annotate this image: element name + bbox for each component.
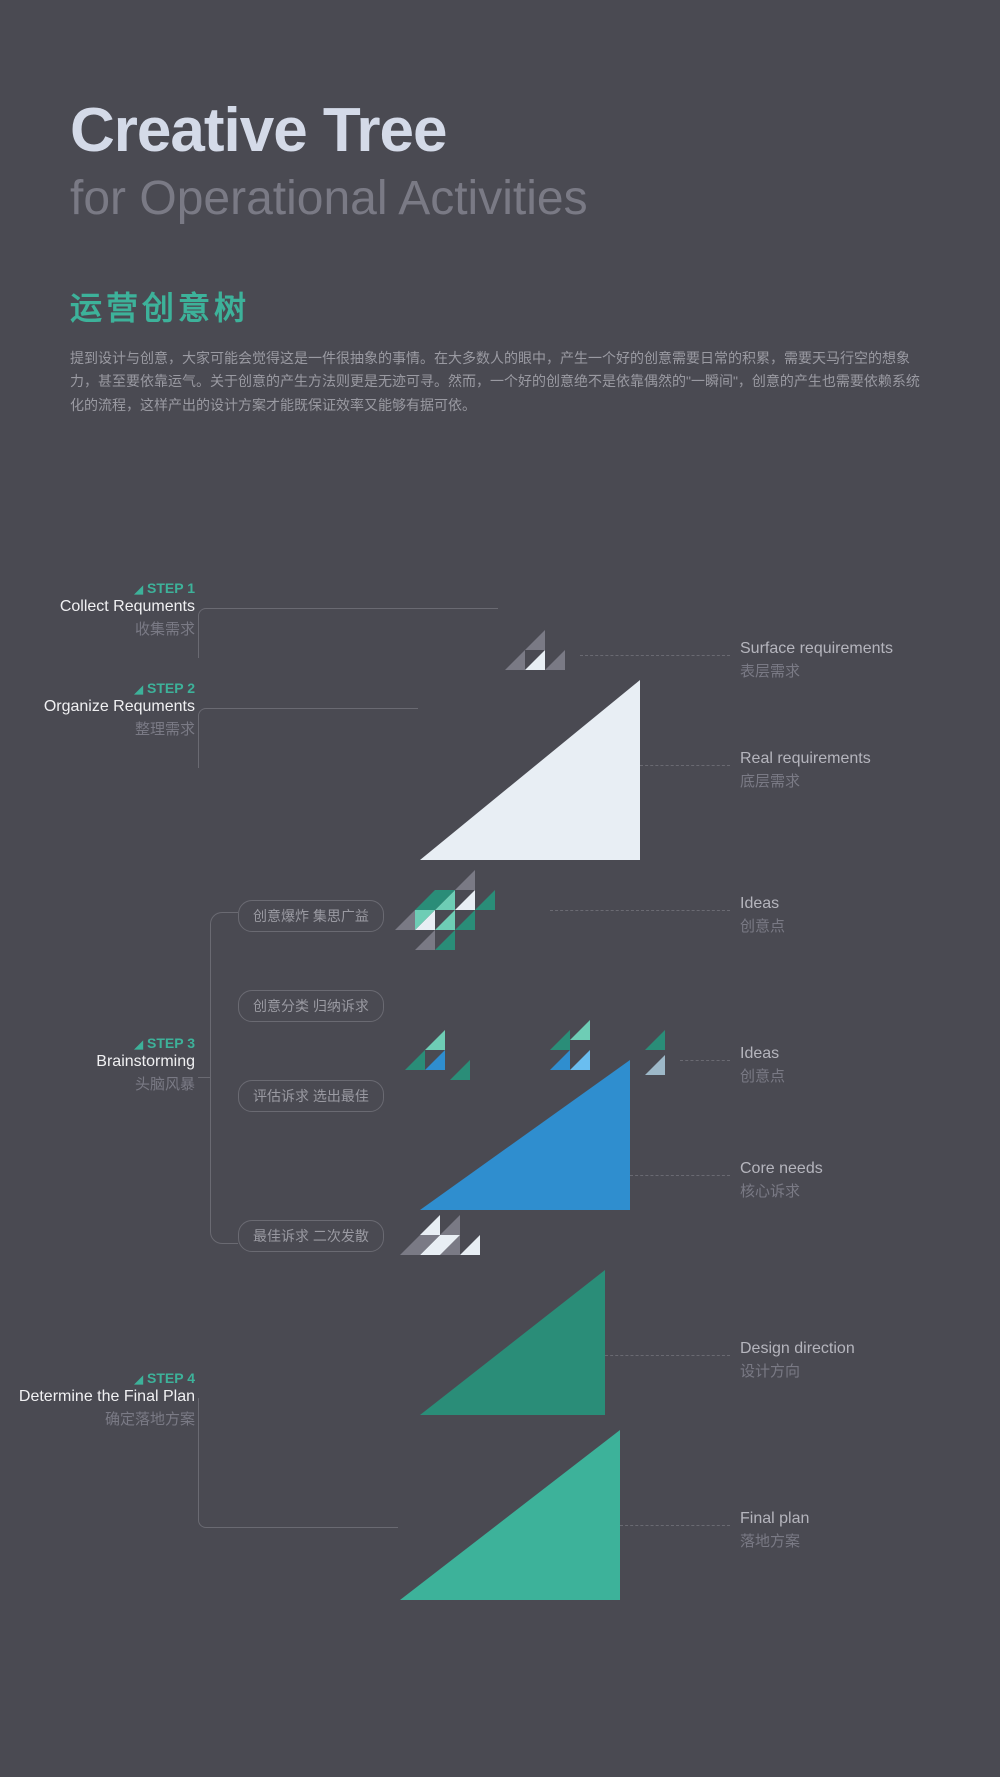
conn-step1 (198, 608, 498, 658)
step-2: STEP 2 Organize Requments 整理需求 (44, 680, 195, 739)
output-4: Core needs 核心诉求 (740, 1160, 823, 1201)
tri-big-green (400, 1430, 620, 1600)
dash-5 (600, 1355, 730, 1356)
output-0: Surface requirements 表层需求 (740, 640, 893, 681)
header: Creative Tree for Operational Activities… (0, 0, 1000, 418)
output-6: Final plan 落地方案 (740, 1510, 809, 1551)
sublabel-3: 最佳诉求 二次发散 (238, 1220, 384, 1252)
conn-step4 (198, 1398, 398, 1528)
sublabel-1: 创意分类 归纳诉求 (238, 990, 384, 1022)
title-main: Creative Tree (70, 100, 930, 162)
output-5: Design direction 设计方向 (740, 1340, 855, 1381)
output-1: Real requirements 底层需求 (740, 750, 871, 791)
tri-cluster-mid (400, 1215, 530, 1275)
sublabel-0: 创意爆炸 集思广益 (238, 900, 384, 932)
cn-title: 运营创意树 (70, 283, 930, 329)
output-2: Ideas 创意点 (740, 895, 785, 936)
tri-big-white (420, 680, 640, 860)
bracket-step3 (210, 912, 238, 1244)
step-1: STEP 1 Collect Requments 收集需求 (60, 580, 195, 639)
tri-ideas-1 (395, 870, 555, 970)
tri-big-blue (420, 1060, 630, 1210)
sublabel-2: 评估诉求 选出最佳 (238, 1080, 384, 1112)
title-sub: for Operational Activities (70, 170, 930, 228)
step-4: STEP 4 Determine the Final Plan 确定落地方案 (19, 1370, 195, 1429)
bracket-step3-stem (198, 1077, 210, 1078)
conn-step2 (198, 708, 418, 768)
dash-4 (630, 1175, 730, 1176)
dash-2 (550, 910, 730, 911)
body-text: 提到设计与创意，大家可能会觉得这是一件很抽象的事情。在大多数人的眼中，产生一个好… (70, 347, 930, 418)
tri-cluster-top (505, 630, 585, 675)
dash-1 (640, 765, 730, 766)
step-3: STEP 3 Brainstorming 头脑风暴 (96, 1035, 195, 1094)
dash-6 (620, 1525, 730, 1526)
diagram-canvas: STEP 1 Collect Requments 收集需求 STEP 2 Org… (0, 550, 1000, 1750)
tri-big-teal (420, 1270, 605, 1415)
output-3: Ideas 创意点 (740, 1045, 785, 1086)
dash-0 (580, 655, 730, 656)
